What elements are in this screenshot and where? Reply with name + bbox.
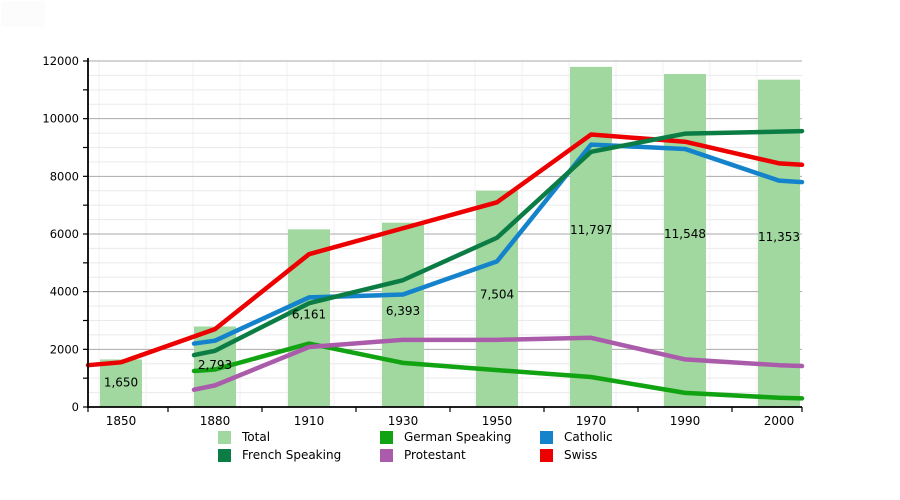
total-bar: [288, 229, 330, 407]
series-line-protestant: [191, 335, 805, 392]
x-axis-label: 1880: [200, 414, 231, 428]
x-axis-label: 1910: [294, 414, 325, 428]
bar-value-label: 11,797: [570, 223, 612, 237]
legend-swatch-german-speaking: [380, 431, 393, 444]
series-line-french-speaking: [191, 128, 805, 358]
total-bar: [758, 79, 800, 408]
x-axis-label: 1950: [482, 414, 513, 428]
legend-item-swiss: Swiss: [540, 449, 680, 462]
x-axis-label: 1930: [388, 414, 419, 428]
legend-swatch-swiss: [540, 449, 553, 462]
legend-item-french-speaking: French Speaking: [218, 449, 380, 462]
legend: Total German Speaking Catholic French Sp…: [218, 431, 680, 462]
x-axis-label: 1990: [670, 414, 701, 428]
total-bar: [664, 74, 706, 408]
legend-item-total: Total: [218, 431, 380, 444]
legend-item-catholic: Catholic: [540, 431, 680, 444]
y-axis-label: 8000: [50, 169, 79, 183]
y-axis-label: 0: [72, 400, 79, 414]
series-line-swiss: [85, 132, 805, 368]
y-axis-label: 10000: [42, 112, 79, 126]
y-axis-label: 6000: [50, 227, 79, 241]
legend-swatch-protestant: [380, 449, 393, 462]
series-line-german-speaking: [191, 341, 805, 401]
total-bar: [100, 359, 142, 407]
total-bar: [570, 66, 612, 408]
legend-swatch-french-speaking: [218, 449, 231, 462]
legend-label-total: Total: [242, 430, 271, 444]
bar-value-label: 6,393: [386, 304, 420, 318]
corner-artifact: [1, 1, 45, 27]
bar-value-label: 1,650: [104, 375, 138, 389]
legend-label-protestant: Protestant: [404, 448, 466, 462]
legend-label-catholic: Catholic: [564, 430, 613, 444]
y-axis-label: 12000: [42, 54, 79, 68]
legend-item-german-speaking: German Speaking: [380, 431, 540, 444]
legend-label-swiss: Swiss: [564, 448, 598, 462]
bar-value-label: 6,161: [292, 308, 326, 322]
series-line-catholic: [191, 142, 805, 346]
x-axis-label: 2000: [764, 414, 795, 428]
bar-value-label: 7,504: [480, 287, 514, 301]
total-bar: [382, 222, 424, 407]
legend-swatch-total: [218, 431, 231, 444]
bar-value-label: 11,548: [664, 227, 706, 241]
legend-swatch-catholic: [540, 431, 553, 444]
legend-label-german-speaking: German Speaking: [404, 430, 512, 444]
legend-label-french-speaking: French Speaking: [242, 448, 342, 462]
bar-value-label: 11,353: [758, 230, 800, 244]
legend-item-protestant: Protestant: [380, 449, 540, 462]
bar-value-label: 2,793: [198, 358, 232, 372]
y-axis-label: 4000: [50, 285, 79, 299]
x-axis-label: 1970: [576, 414, 607, 428]
x-axis-label: 1850: [106, 414, 137, 428]
y-axis-label: 2000: [50, 342, 79, 356]
